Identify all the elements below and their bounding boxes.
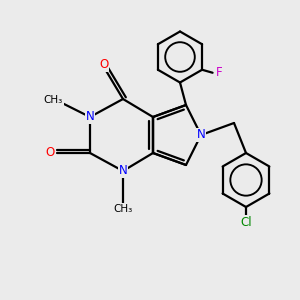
Text: O: O bbox=[99, 58, 108, 71]
Text: O: O bbox=[46, 146, 55, 160]
Text: N: N bbox=[196, 128, 206, 142]
Text: N: N bbox=[85, 110, 94, 124]
Text: CH₃: CH₃ bbox=[113, 203, 133, 214]
Text: CH₃: CH₃ bbox=[44, 95, 63, 105]
Text: Cl: Cl bbox=[240, 215, 252, 229]
Text: N: N bbox=[118, 164, 127, 178]
Text: F: F bbox=[216, 66, 223, 79]
